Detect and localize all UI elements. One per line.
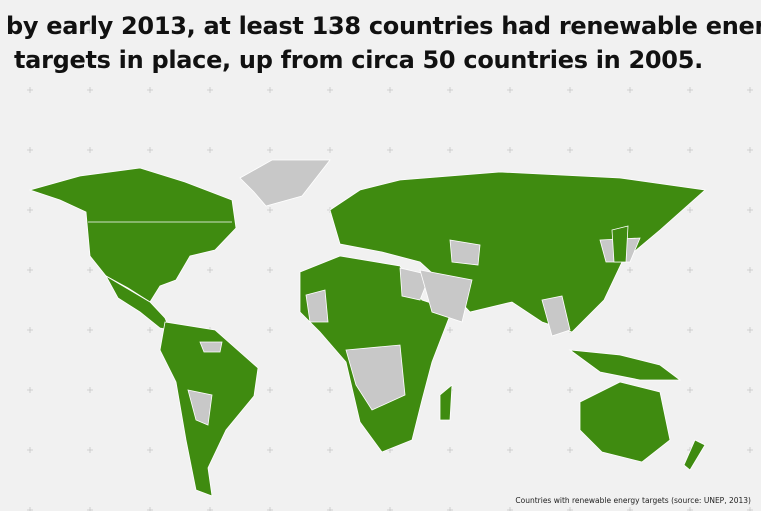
new-zealand	[683, 439, 706, 471]
madagascar	[439, 384, 453, 421]
japan	[611, 225, 629, 263]
indonesia	[568, 349, 682, 381]
title-line-2: targets in place, up from circa 50 count…	[14, 46, 703, 74]
greenland	[239, 159, 331, 207]
australia	[579, 381, 671, 463]
se-asia-gray	[541, 295, 571, 337]
north-america	[28, 167, 237, 303]
caption: Countries with renewable energy targets …	[515, 496, 751, 505]
sa-gray	[187, 389, 213, 426]
countries	[28, 159, 706, 497]
west-africa-gray	[305, 289, 329, 323]
sa-gray-2	[199, 341, 223, 353]
title-line-1: by early 2013, at least 138 countries ha…	[6, 12, 761, 40]
central-asia-gray	[449, 239, 481, 266]
eurasia	[329, 171, 706, 333]
arabia	[419, 269, 473, 323]
central-africa-gray	[345, 344, 406, 411]
